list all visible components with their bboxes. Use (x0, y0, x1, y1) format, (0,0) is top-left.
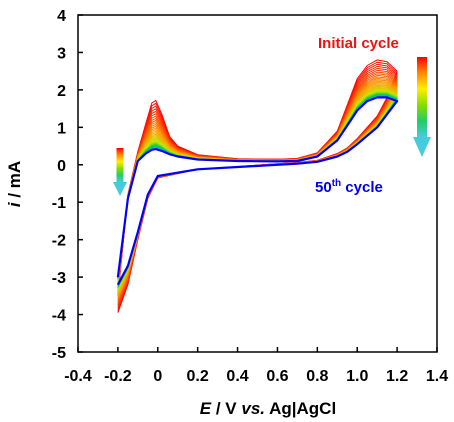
x-tick-label: 0.2 (187, 368, 209, 385)
x-tick-label: -0.2 (104, 368, 132, 385)
cycle-curve (116, 96, 399, 286)
y-tick-label: -1 (52, 195, 66, 212)
x-tick-label: 0 (153, 368, 162, 385)
initial-cycle-label: Initial cycle (318, 35, 399, 52)
x-tick-label: -0.4 (64, 368, 92, 385)
y-tick-label: 3 (57, 45, 66, 62)
y-axis-ticks: -5 -4 -3 -2 -1 0 1 2 3 4 (52, 8, 83, 362)
cycle-curves (116, 59, 399, 313)
y-tick-label: 1 (57, 120, 66, 137)
big-gradient-arrow (413, 57, 431, 157)
x-tick-label: 1.2 (386, 368, 408, 385)
x-axis-title: E / V vs. Ag|AgCl (200, 399, 336, 418)
last-cycle-label: 50th cycle (315, 178, 383, 196)
x-tick-label: 1.4 (426, 368, 448, 385)
x-tick-label: 0.8 (306, 368, 328, 385)
y-tick-label: 2 (57, 83, 66, 100)
y-tick-label: -5 (52, 345, 66, 362)
y-tick-label: -3 (52, 270, 66, 287)
y-tick-label: -4 (52, 308, 66, 325)
y-tick-label: -2 (52, 233, 66, 250)
y-tick-label: 0 (57, 158, 66, 175)
x-tick-label: 1.0 (346, 368, 368, 385)
x-tick-label: 0.4 (226, 368, 248, 385)
small-gradient-arrow (113, 148, 127, 196)
y-tick-label: 4 (57, 8, 66, 25)
plot-frame (77, 14, 438, 353)
x-axis-ticks: -0.4 -0.2 0 0.2 0.4 0.6 0.8 1.0 1.2 1.4 (64, 347, 448, 385)
x-tick-label: 0.6 (266, 368, 288, 385)
y-axis-title: i / mA (5, 161, 24, 207)
